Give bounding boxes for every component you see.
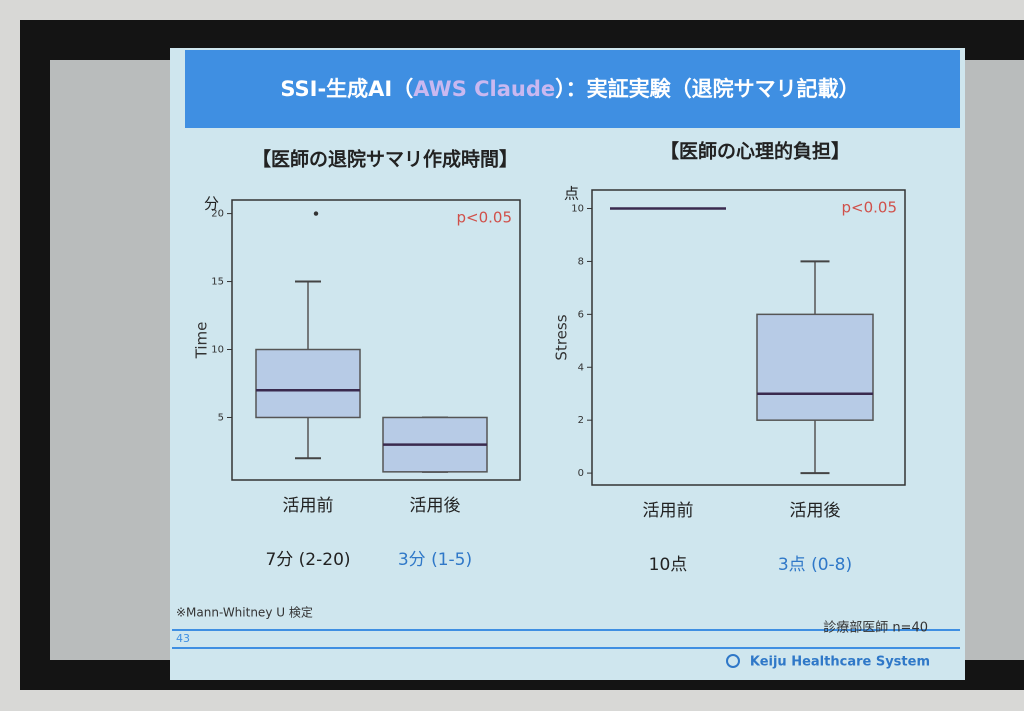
brand: Keiju Healthcare System [750,655,930,670]
y-tick-label: 0 [578,468,584,479]
y-tick-label: 6 [578,309,584,320]
title-part: SSI-生成AI（ [280,77,413,101]
plot-frame [231,199,521,481]
summary-label: 3分 (1-5) [398,550,472,570]
title-part: ）：実証実験（退院サマリ記載） [555,77,860,101]
plot-frame [591,189,906,486]
x-tick-label: 活用後 [410,496,461,516]
chart-title: 【医師の退院サマリ作成時間】 [252,148,518,171]
y-tick-label: 5 [218,412,224,423]
y-axis-label: Stress [553,314,571,360]
footnote: ※Mann-Whitney U 検定 [176,605,313,620]
y-tick-label: 15 [211,277,224,288]
chart-title: 【医師の心理的負担】 [660,140,850,163]
unit-label: 点 [564,185,579,203]
y-tick-label: 8 [578,256,584,267]
annotation: p<0.05 [457,209,513,227]
y-tick-label: 10 [571,204,584,215]
x-tick-label: 活用後 [790,501,841,521]
title-part: AWS Claude [413,77,555,101]
x-tick-label: 活用前 [643,501,694,521]
y-tick-label: 2 [578,415,584,426]
summary-label: 10点 [649,555,688,575]
box [255,348,361,419]
slide-title: SSI-生成AI（AWS Claude）：実証実験（退院サマリ記載） [280,77,859,101]
x-tick-label: 活用前 [283,496,334,516]
summary-label: 7分 (2-20) [265,550,350,570]
annotation: p<0.05 [842,199,898,217]
page-number: 43 [176,632,190,645]
box [756,313,874,421]
outlier [313,211,319,216]
y-tick-label: 10 [211,345,224,356]
y-tick-label: 4 [578,362,584,373]
sample-note: 診療部医師 n=40 [823,620,928,636]
logo [726,654,740,668]
title-bar [185,50,960,128]
y-tick-label: 20 [211,209,224,220]
y-axis-label: Time [193,322,211,360]
summary-label: 3点 (0-8) [778,555,852,575]
unit-label: 分 [204,195,219,213]
